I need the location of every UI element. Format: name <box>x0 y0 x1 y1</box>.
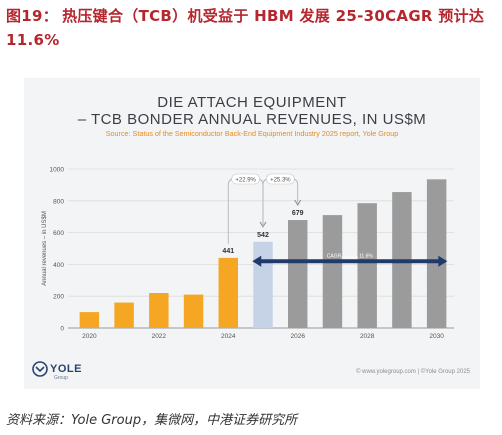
bar-2023 <box>183 294 204 328</box>
copyright: © www.yolegroup.com | ©Yole Group 2025 <box>356 369 470 375</box>
growth-pill <box>266 173 295 185</box>
y-tick-label: 1000 <box>50 167 65 174</box>
cagr-period: 2025-2030 <box>341 256 358 260</box>
chart-title-line2: – TCB BONDER ANNUAL REVENUES, IN US$M <box>77 111 427 128</box>
bar-2026 <box>288 220 308 328</box>
growth-label: +25.3% <box>270 177 291 183</box>
logo-name: YOLE <box>50 363 82 375</box>
bar-2027 <box>322 215 343 328</box>
bar-2021 <box>114 302 134 328</box>
x-tick-label: 2024 <box>221 333 236 340</box>
cagr-arrow-right-icon <box>438 255 448 267</box>
figure-number: 图19： <box>6 7 59 25</box>
x-tick-label: 2028 <box>360 333 375 340</box>
chart-title-line1: DIE ATTACH EQUIPMENT <box>157 94 347 111</box>
x-tick-label: 2020 <box>82 333 97 340</box>
chart-panel: DIE ATTACH EQUIPMENT – TCB BONDER ANNUAL… <box>24 78 480 389</box>
bar-2025 <box>253 241 273 328</box>
y-tick-label: 400 <box>53 262 64 269</box>
data-label-2026: 679 <box>292 210 304 217</box>
cagr-value: 11.6% <box>359 254 373 260</box>
bar-chart: 0 200 400 600 800 1000 Annual revenues – in US… <box>42 167 454 340</box>
footer-source: 资料来源：Yole Group，集微网，中港证券研究所 <box>6 413 298 428</box>
data-label-2024: 441 <box>222 248 234 255</box>
bar-2024 <box>218 257 238 328</box>
y-axis-label: Annual revenues – in US$M <box>42 211 48 286</box>
growth-label: +22.9% <box>235 177 256 183</box>
data-label-2025: 542 <box>257 232 269 239</box>
chart-source: Source: Status of the Semiconductor Back… <box>105 129 399 138</box>
growth-arrow-icon <box>294 199 302 207</box>
bar-2028 <box>357 203 377 328</box>
figure-title-text: 热压键合（TCB）机受益于 HBM 发展 25-30CAGR 预计达 11.6% <box>6 7 485 49</box>
y-tick-label: 0 <box>60 326 64 333</box>
bar-2030 <box>426 179 447 328</box>
logo-sub: Group <box>54 375 68 381</box>
x-tick-label: 2022 <box>152 333 167 340</box>
x-tick-label: 2030 <box>429 333 444 340</box>
figure-title: 图19： 热压键合（TCB）机受益于 HBM 发展 25-30CAGR 预计达 1… <box>6 4 496 52</box>
y-tick-label: 800 <box>53 198 64 205</box>
growth-pill <box>231 173 260 185</box>
yole-logo-icon <box>32 361 48 377</box>
cagr-arrow-left-icon <box>252 255 262 267</box>
x-tick-label: 2026 <box>290 333 305 340</box>
bar-2022 <box>149 293 169 328</box>
y-tick-label: 200 <box>53 294 64 301</box>
cagr-label: CAGR2025-203011.6% <box>327 254 374 260</box>
bar-2020 <box>79 312 100 328</box>
y-tick-label: 600 <box>53 230 64 237</box>
cagr-label-text: CAGR <box>327 254 342 260</box>
